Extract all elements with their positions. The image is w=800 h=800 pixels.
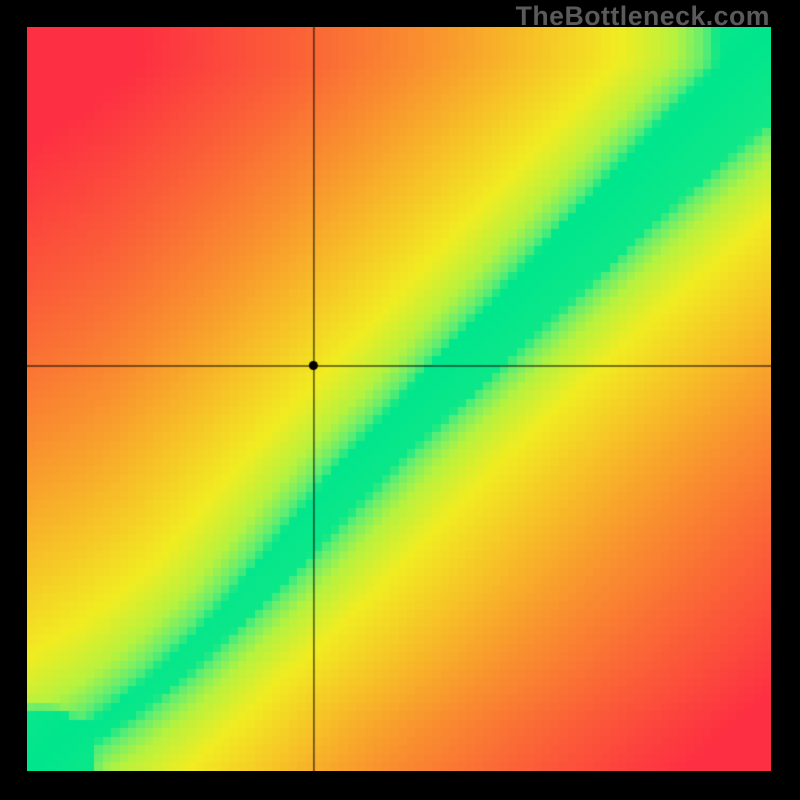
chart-container: TheBottleneck.com: [0, 0, 800, 800]
bottleneck-heatmap: [27, 27, 771, 771]
watermark-text: TheBottleneck.com: [516, 1, 770, 32]
